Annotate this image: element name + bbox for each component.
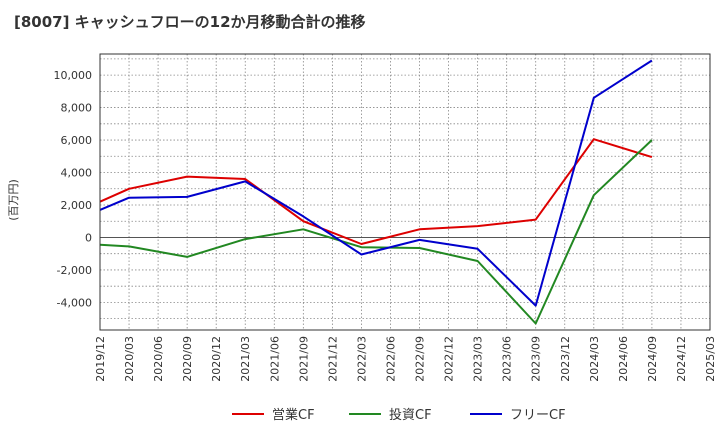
series-layer [99,59,653,325]
x-tick-label: 2020/09 [181,336,194,382]
legend: 営業CF 投資CF フリーCF [232,407,566,423]
x-tick-label: 2022/12 [443,336,456,382]
x-tick-label: 2023/09 [530,336,543,382]
x-tick-label: 2021/12 [326,336,339,382]
x-tick-label: 2019/12 [94,336,107,382]
y-tick-label: -2,000 [57,264,92,277]
series-line-1 [99,138,653,245]
x-tick-label: 2023/12 [559,336,572,382]
x-tick-label: 2021/06 [268,336,281,382]
x-tick-label: 2021/09 [297,336,310,382]
chart-title: [8007] キャッシュフローの12か月移動合計の推移 [14,13,366,31]
x-tick-label: 2023/06 [501,336,514,382]
y-axis-label: (百万円) [7,179,20,221]
series-line-2 [99,139,653,325]
x-tick-label: 2020/12 [210,336,223,382]
x-tick-label: 2024/12 [675,336,688,382]
y-tick-label: 6,000 [61,134,93,147]
legend-label-2: 投資CF [389,407,432,423]
y-tick-label: 2,000 [61,199,93,212]
legend-label-3: フリーCF [510,408,566,423]
x-tick-label: 2024/03 [588,336,601,382]
x-tick-label: 2025/03 [704,336,717,382]
x-tick-label: 2020/06 [152,336,165,382]
x-tick-label: 2023/03 [472,336,485,382]
legend-label-1: 営業CF [272,407,315,423]
x-tick-label: 2024/09 [646,336,659,382]
xtick-layer: 2019/12 2020/03 2020/06 2020/09 2020/12 2021/… [94,336,717,382]
ytick-layer: -4,000 -2,000 0 2,000 4,000 6,000 8,000 10,000 [54,69,93,309]
grid-layer [99,54,711,330]
series-line-3 [99,59,653,307]
x-tick-label: 2020/03 [123,336,136,382]
y-tick-label: 4,000 [61,167,93,180]
x-tick-label: 2022/03 [355,336,368,382]
x-tick-label: 2022/06 [384,336,397,382]
x-tick-label: 2024/06 [617,336,630,382]
y-tick-label: 10,000 [54,69,93,82]
x-tick-label: 2021/03 [239,336,252,382]
y-tick-label: -4,000 [57,296,92,309]
plot-frame [99,53,711,331]
y-tick-label: 8,000 [61,102,93,115]
x-tick-label: 2022/09 [414,336,427,382]
y-tick-label: 0 [85,231,92,244]
